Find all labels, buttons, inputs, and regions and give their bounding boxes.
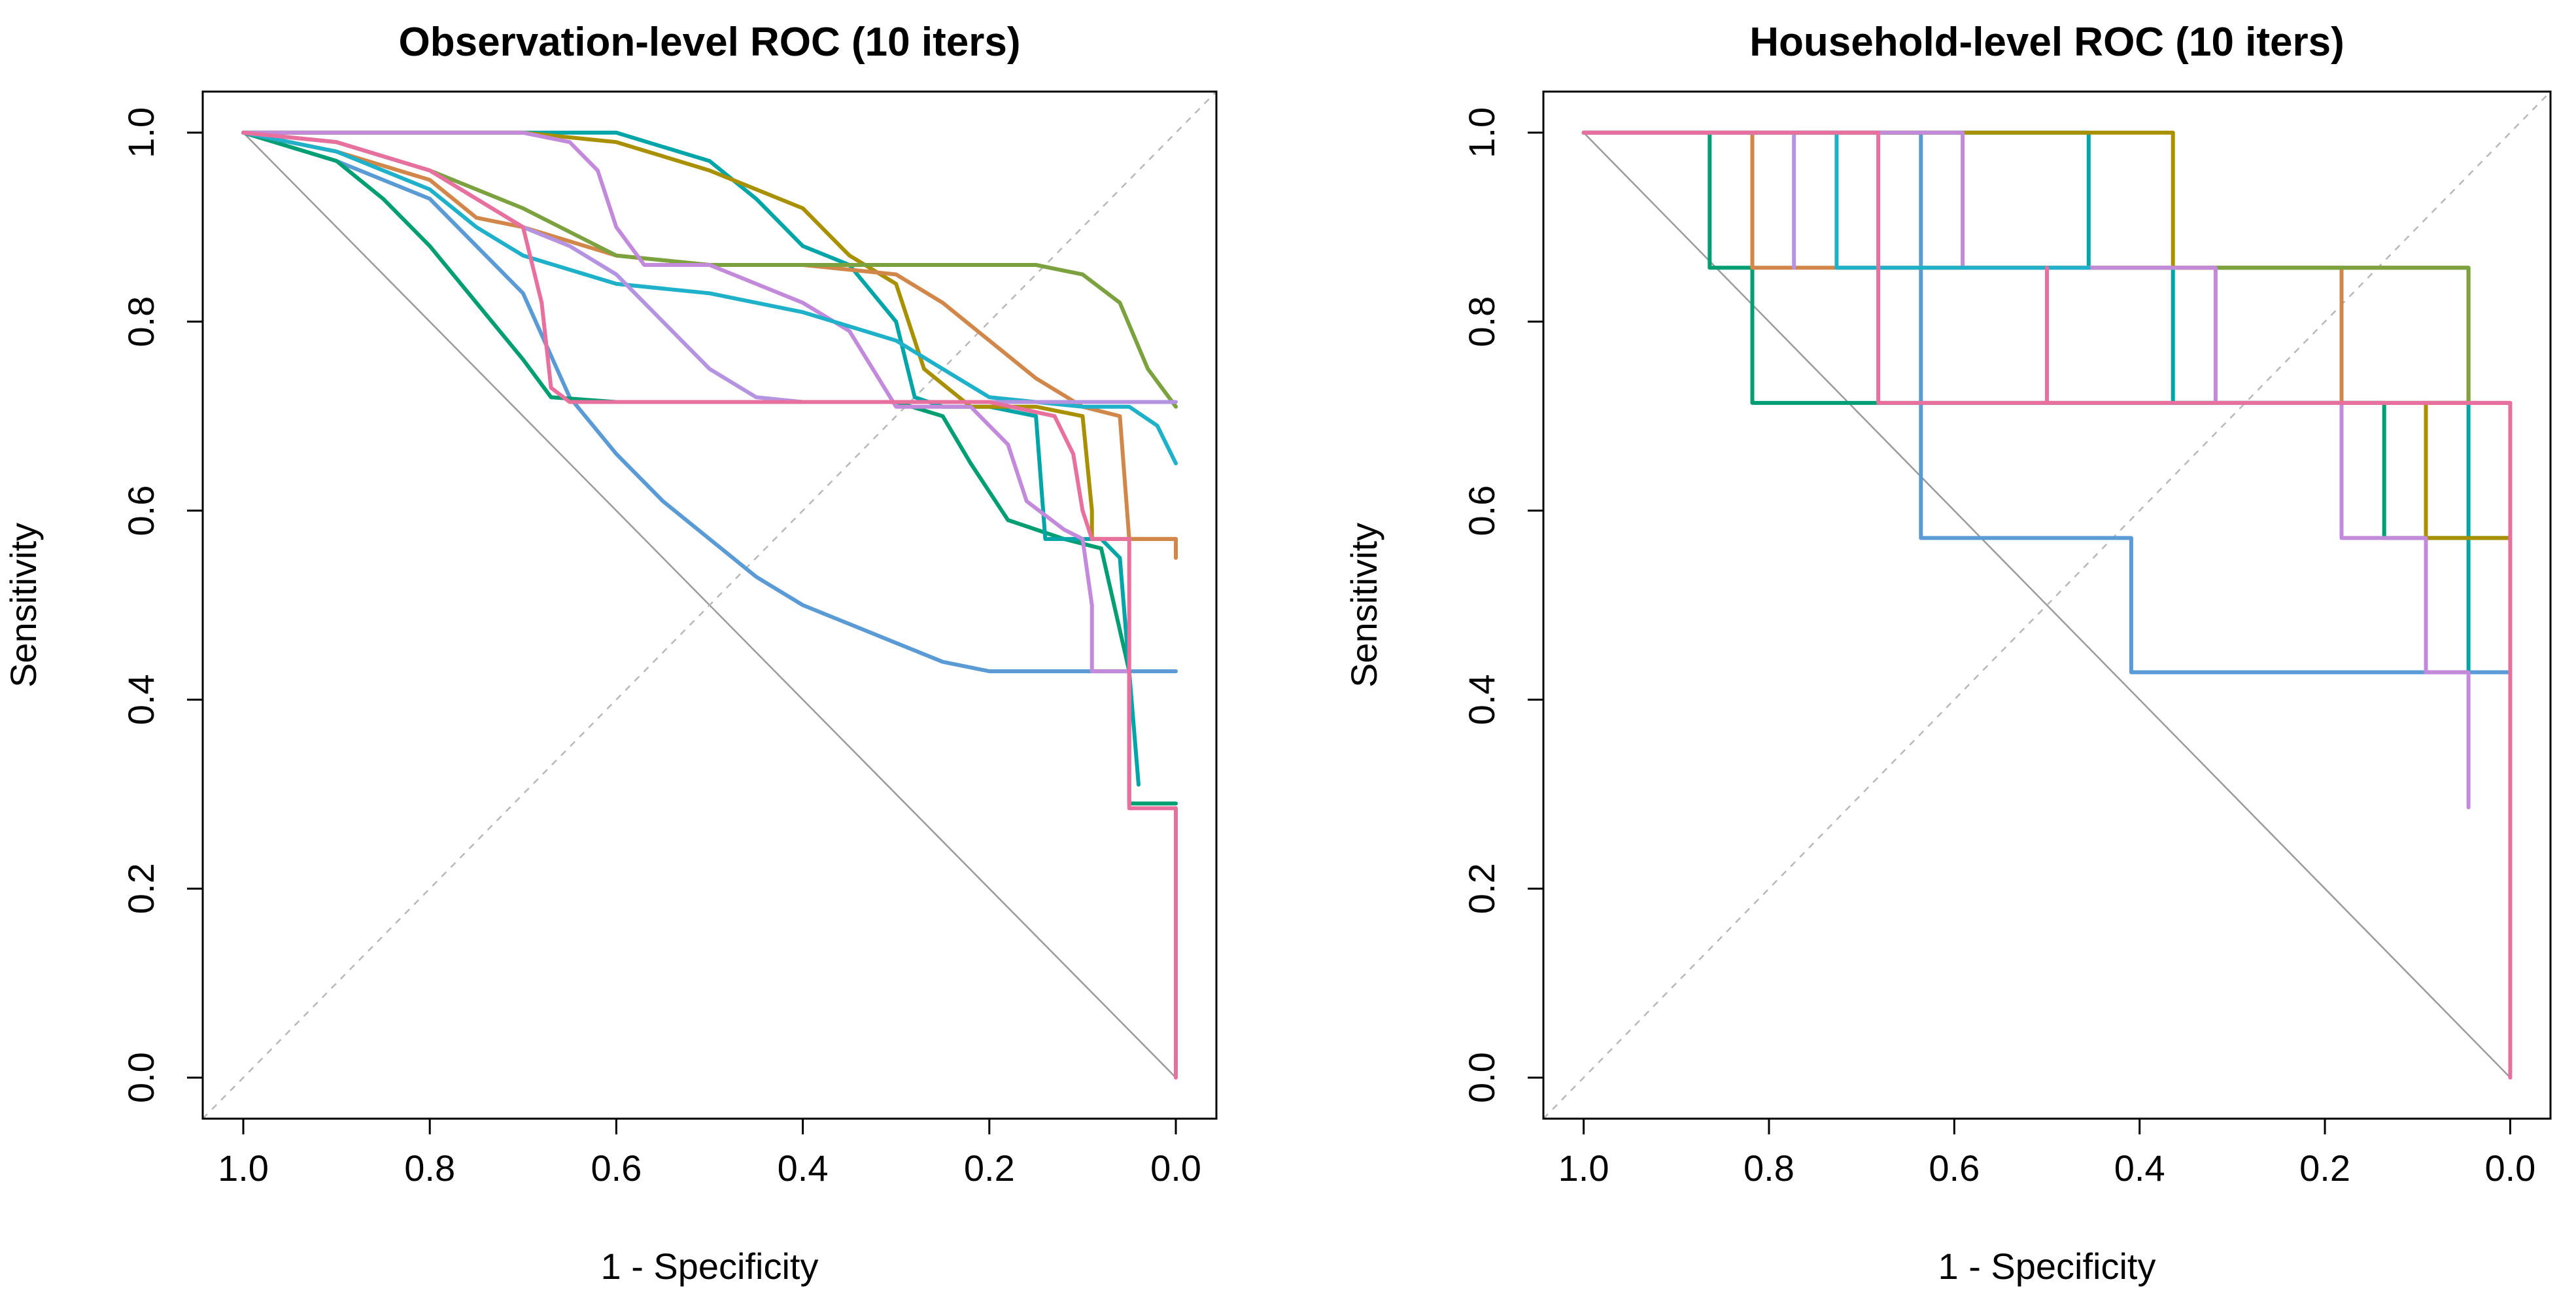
roc-curve-10	[1581, 130, 2513, 1080]
roc-curve-6	[241, 130, 1178, 409]
y-tick-label: 0.4	[120, 674, 162, 725]
roc-curve-2	[1581, 130, 2513, 540]
y-tick-label: 0.6	[120, 485, 162, 536]
x-tick-label: 0.8	[1743, 1147, 1795, 1189]
roc-panel-2: Household-level ROC (10 iters) 1.0 0.8 0.6 0…	[1343, 20, 2552, 1287]
roc-panel-1: Observation-level ROC (10 iters) 1.0 0.8 0.…	[3, 20, 1218, 1287]
x-tick-label: 0.8	[404, 1147, 455, 1189]
x-tick-label: 0.4	[778, 1147, 829, 1189]
roc-curve-1	[241, 130, 1178, 674]
x-tick-label: 0.6	[591, 1147, 642, 1189]
x-tick-label: 0.0	[1150, 1147, 1201, 1189]
x-tick-label: 0.2	[2299, 1147, 2350, 1189]
y-tick-label: 1.0	[1461, 107, 1502, 158]
roc-curve-4	[241, 130, 1178, 541]
y-tick-label: 1.0	[120, 107, 162, 158]
roc-curve-8	[1581, 130, 2091, 270]
y-tick-label: 0.2	[120, 863, 162, 914]
roc-curve-9	[241, 130, 1178, 404]
roc-curve-8	[241, 130, 1178, 466]
roc-curve-7	[241, 130, 1131, 806]
y-axis-label: Sensitivity	[3, 523, 44, 688]
roc-curve-3	[241, 130, 1141, 787]
roc-curve-9	[1581, 130, 1796, 270]
chart-title: Observation-level ROC (10 iters)	[399, 20, 1021, 65]
x-tick-label: 1.0	[1558, 1147, 1609, 1189]
x-tick-label: 0.2	[964, 1147, 1015, 1189]
x-tick-label: 0.4	[2114, 1147, 2165, 1189]
y-axis-label: Sensitivity	[1343, 523, 1384, 688]
y-tick-label: 0.2	[1461, 863, 1502, 914]
y-tick-label: 0.8	[1461, 296, 1502, 347]
reference-diagonal	[1583, 131, 2511, 1079]
roc-curve-6	[2171, 266, 2471, 405]
y-tick-label: 0.0	[120, 1052, 162, 1103]
roc-curve-10	[241, 130, 1178, 1080]
x-tick-label: 1.0	[218, 1147, 269, 1189]
x-tick-label: 0.6	[1929, 1147, 1980, 1189]
roc-curve-7	[1581, 130, 2471, 810]
y-tick-label: 0.4	[1461, 674, 1502, 725]
dotted-diagonal	[202, 91, 1217, 1119]
dotted-diagonal	[1543, 91, 2551, 1119]
y-tick-label: 0.6	[1461, 485, 1502, 536]
x-axis-label: 1 - Specificity	[1938, 1246, 2156, 1287]
x-tick-label: 0.0	[2484, 1147, 2535, 1189]
roc-curve-5	[241, 130, 1178, 560]
x-axis-label: 1 - Specificity	[601, 1246, 819, 1287]
y-tick-label: 0.8	[120, 296, 162, 347]
roc-curve-2	[241, 130, 1178, 806]
y-tick-label: 0.0	[1461, 1052, 1502, 1103]
chart-title: Household-level ROC (10 iters)	[1749, 20, 2344, 65]
